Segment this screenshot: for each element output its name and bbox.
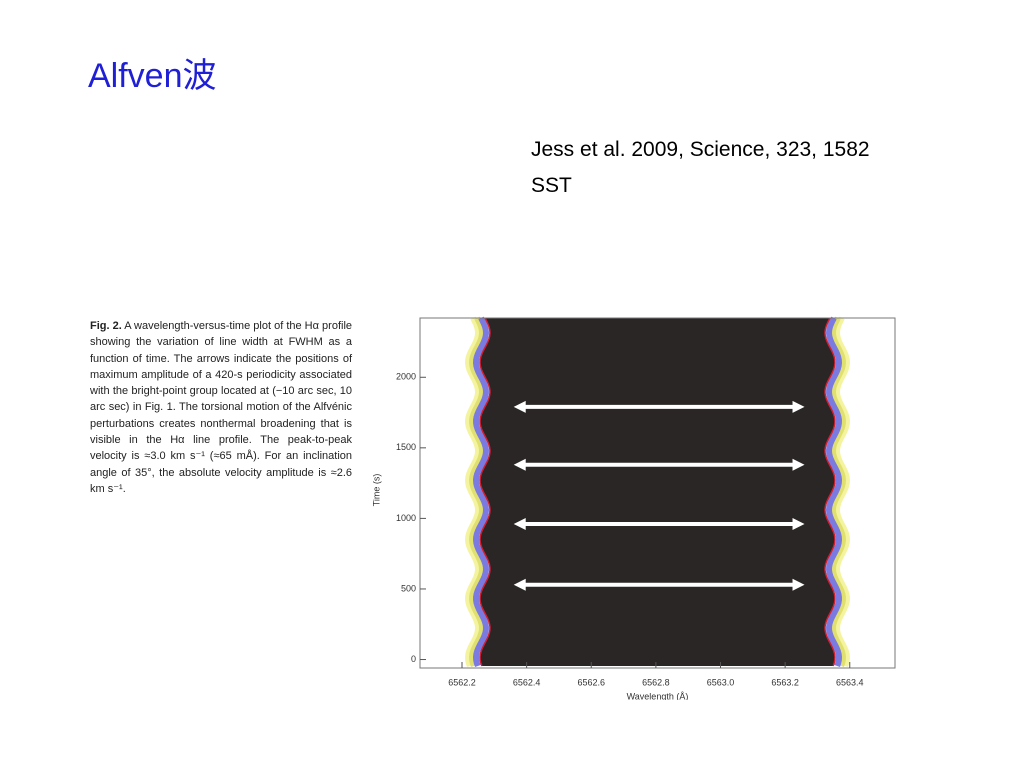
y-axis-label: Time (s) xyxy=(371,474,381,507)
y-tick-label: 0 xyxy=(411,654,416,664)
plot: 0 500 1000 1500 2000 6562.2 6562.4 6562.6 6562.8… xyxy=(371,316,896,701)
y-tick-label: 1500 xyxy=(396,442,416,452)
profile-halo xyxy=(472,316,490,668)
profile-edge xyxy=(824,317,836,667)
x-tick-label: 6562.2 xyxy=(448,677,476,687)
x-tick-label: 6563.0 xyxy=(707,677,735,687)
profile-core xyxy=(480,318,835,666)
profile-halo xyxy=(464,316,482,668)
profile-halo xyxy=(468,316,486,668)
profile-halo xyxy=(829,316,847,668)
citation: Jess et al. 2009, Science, 323, 1582 xyxy=(531,138,870,161)
caption-text: A wavelength-versus-time plot of the Hα … xyxy=(90,320,353,495)
arrow xyxy=(513,458,805,471)
plot-frame xyxy=(419,317,896,669)
arrow xyxy=(513,400,805,413)
profile-edge xyxy=(479,317,491,667)
y-tick-label: 1000 xyxy=(396,513,416,523)
arrow xyxy=(513,578,805,591)
instrument: SST xyxy=(531,174,572,197)
profile-halo xyxy=(833,316,851,668)
figure-caption: Fig. 2. A wavelength-versus-time plot of… xyxy=(90,318,352,497)
x-tick-label: 6562.6 xyxy=(577,677,605,687)
x-tick-label: 6562.8 xyxy=(642,677,670,687)
slide-title: Alfven波 xyxy=(88,57,217,95)
x-axis-label: Wavelength (Å) xyxy=(627,691,689,701)
x-tick-label: 6563.2 xyxy=(771,677,799,687)
arrow xyxy=(513,518,805,531)
y-tick-label: 2000 xyxy=(396,372,416,382)
reference: Jess et al. 2009, Science, 323, 1582 SST xyxy=(531,134,901,201)
caption-label: Fig. 2. xyxy=(90,320,122,332)
profile-halo xyxy=(825,316,843,668)
y-tick-label: 500 xyxy=(401,583,416,593)
x-tick-label: 6563.4 xyxy=(836,677,864,687)
x-tick-label: 6562.4 xyxy=(513,677,541,687)
